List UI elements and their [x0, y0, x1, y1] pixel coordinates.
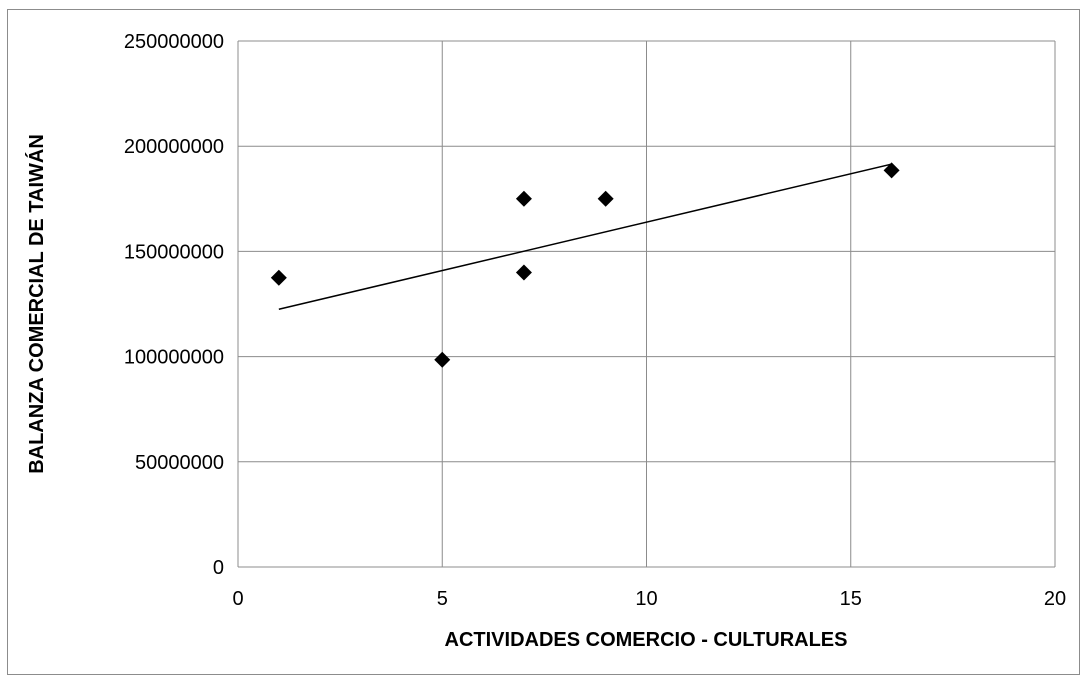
x-tick-label: 15: [840, 588, 862, 610]
y-tick-label: 0: [213, 557, 224, 579]
data-point: [515, 264, 532, 281]
trendline-layer: [278, 163, 892, 310]
data-point: [270, 269, 287, 286]
chart-frame: [7, 9, 1080, 675]
data-point: [515, 190, 532, 207]
y-tick-label: 200000000: [124, 136, 224, 158]
y-tick-label: 100000000: [124, 347, 224, 369]
x-tick-label: 20: [1044, 588, 1066, 610]
x-tick-labels: 0 5 10 15 20: [232, 588, 1066, 610]
x-axis-title: ACTIVIDADES COMERCIO - CULTURALES: [445, 629, 848, 651]
x-tick-label: 5: [437, 588, 448, 610]
x-tick-label: 10: [635, 588, 657, 610]
y-tick-label: 50000000: [135, 452, 224, 474]
data-point: [883, 162, 900, 179]
x-tick-label: 0: [232, 588, 243, 610]
data-point: [597, 190, 614, 207]
y-tick-label: 150000000: [124, 241, 224, 263]
points-layer: [270, 162, 900, 368]
y-axis-title: BALANZA COMERCIAL DE TAIWÁN: [25, 134, 48, 474]
trendline: [278, 163, 892, 310]
y-tick-labels: 0 50000000 100000000 150000000 200000000 2500…: [124, 31, 224, 579]
data-point: [434, 351, 451, 368]
grid: [237, 40, 1056, 568]
y-tick-label: 250000000: [124, 31, 224, 53]
